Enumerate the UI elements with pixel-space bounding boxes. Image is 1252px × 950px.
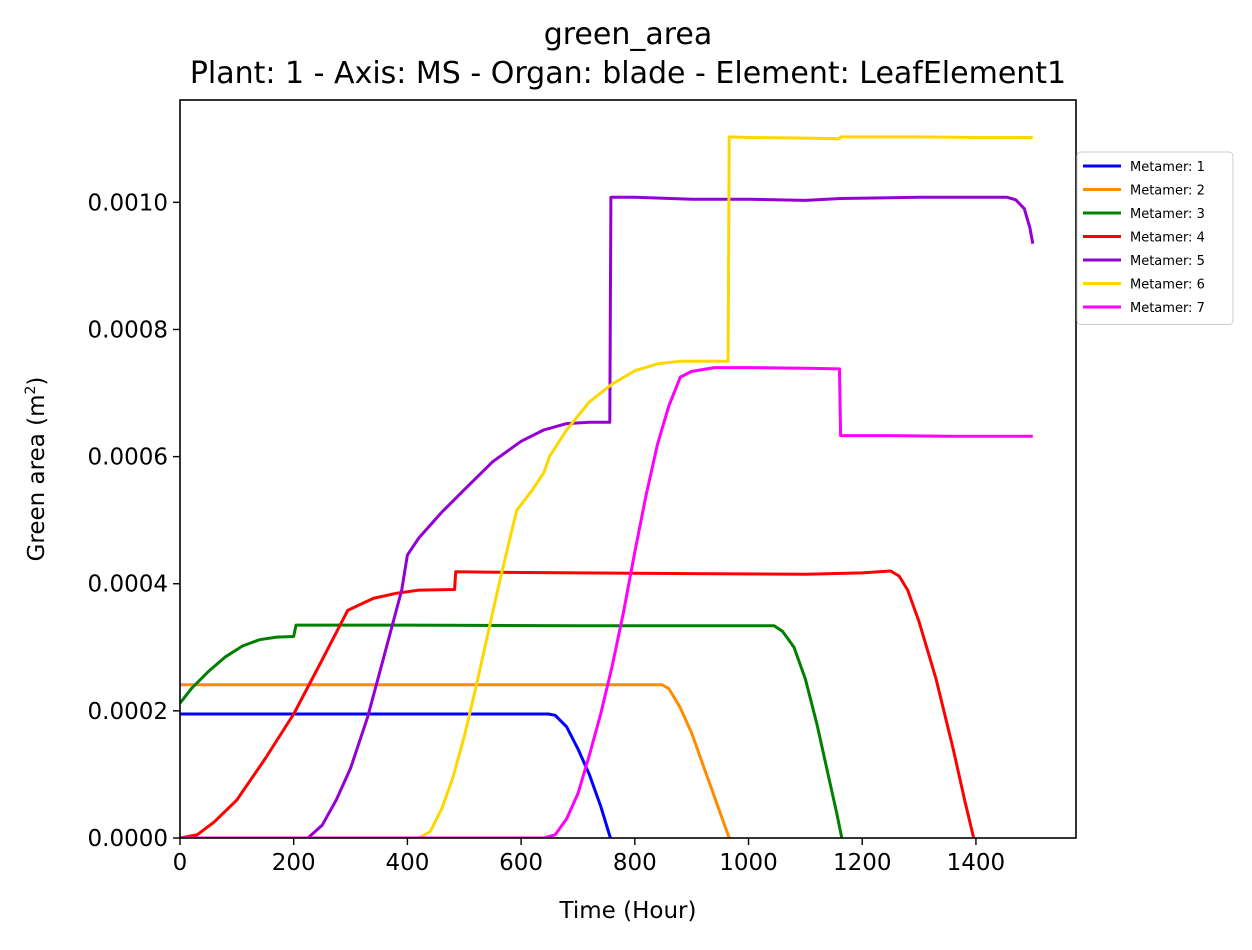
series-line-2 (180, 683, 731, 838)
series-line-6 (180, 135, 1033, 838)
x-axis-label: Time (Hour) (559, 898, 697, 924)
x-tick-label: 1000 (719, 850, 778, 876)
series-layer (180, 135, 1035, 838)
x-tick-label: 600 (499, 850, 543, 876)
ticks-layer: 0 200 400 600 800 1000 1200 1400 0.0000 0.0002 0.0… (88, 190, 1006, 876)
y-tick-label: 0.0004 (88, 572, 168, 598)
series-line-5 (180, 195, 1035, 838)
series-line-1 (180, 712, 612, 838)
y-axis-label-sup: 2 (23, 386, 39, 395)
legend-label-5: Metamer: 5 (1130, 254, 1205, 269)
y-tick-label: 0.0006 (88, 445, 168, 471)
series-line-4 (180, 569, 976, 838)
x-tick-label: 1400 (947, 850, 1006, 876)
x-tick-label: 400 (385, 850, 429, 876)
legend-label-4: Metamer: 4 (1130, 231, 1205, 246)
series-line-3 (180, 623, 844, 838)
chart-title: green_area (544, 17, 713, 52)
legend-label-1: Metamer: 1 (1130, 160, 1205, 175)
x-tick-label: 0 (173, 850, 188, 876)
y-tick-label: 0.0002 (88, 699, 168, 725)
y-tick-label: 0.0000 (88, 826, 168, 852)
y-axis-label: Green area (m2) (23, 377, 50, 562)
legend-label-7: Metamer: 7 (1130, 301, 1205, 316)
chart-subtitle: Plant: 1 - Axis: MS - Organ: blade - Ele… (190, 56, 1066, 91)
series-line-7 (180, 366, 1033, 838)
legend-label-2: Metamer: 2 (1130, 184, 1205, 199)
legend-box (1076, 151, 1234, 325)
y-axis-label-main: Green area (m (24, 394, 50, 561)
x-tick-label: 200 (272, 850, 316, 876)
y-axis-label-close: ) (24, 377, 50, 386)
legend: Metamer: 1 Metamer: 2 Metamer: 3 Metamer: 4… (1076, 151, 1234, 325)
y-tick-label: 0.0008 (88, 317, 168, 343)
x-tick-label: 800 (613, 850, 657, 876)
legend-label-6: Metamer: 6 (1130, 278, 1205, 293)
legend-label-3: Metamer: 3 (1130, 207, 1205, 222)
x-tick-label: 1200 (833, 850, 892, 876)
y-tick-label: 0.0010 (88, 190, 168, 216)
plot-frame (179, 99, 1077, 839)
